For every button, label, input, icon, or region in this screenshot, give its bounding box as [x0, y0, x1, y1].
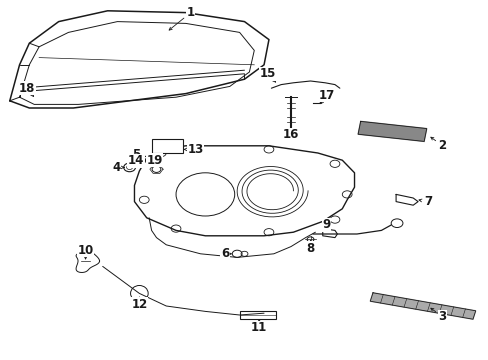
Text: 19: 19	[146, 154, 163, 167]
Polygon shape	[357, 121, 426, 141]
Text: 14: 14	[127, 154, 144, 167]
Bar	[239, 311, 276, 319]
Text: 9: 9	[322, 219, 330, 231]
Text: 12: 12	[131, 297, 147, 311]
Text: 5: 5	[132, 148, 143, 161]
Polygon shape	[369, 293, 475, 319]
Text: 10: 10	[77, 244, 94, 259]
Text: 3: 3	[430, 308, 446, 323]
Text: 16: 16	[282, 128, 299, 141]
Text: 17: 17	[318, 89, 334, 104]
Text: 4: 4	[112, 161, 124, 174]
Bar	[151, 139, 183, 153]
Text: 7: 7	[418, 195, 431, 208]
Text: 2: 2	[430, 137, 446, 152]
Text: 18: 18	[19, 82, 35, 96]
Text: 11: 11	[250, 320, 267, 334]
Text: 1: 1	[169, 6, 194, 30]
Text: 8: 8	[306, 240, 314, 255]
Text: 15: 15	[259, 67, 276, 82]
Text: 6: 6	[221, 247, 231, 260]
Text: 13: 13	[183, 143, 203, 156]
